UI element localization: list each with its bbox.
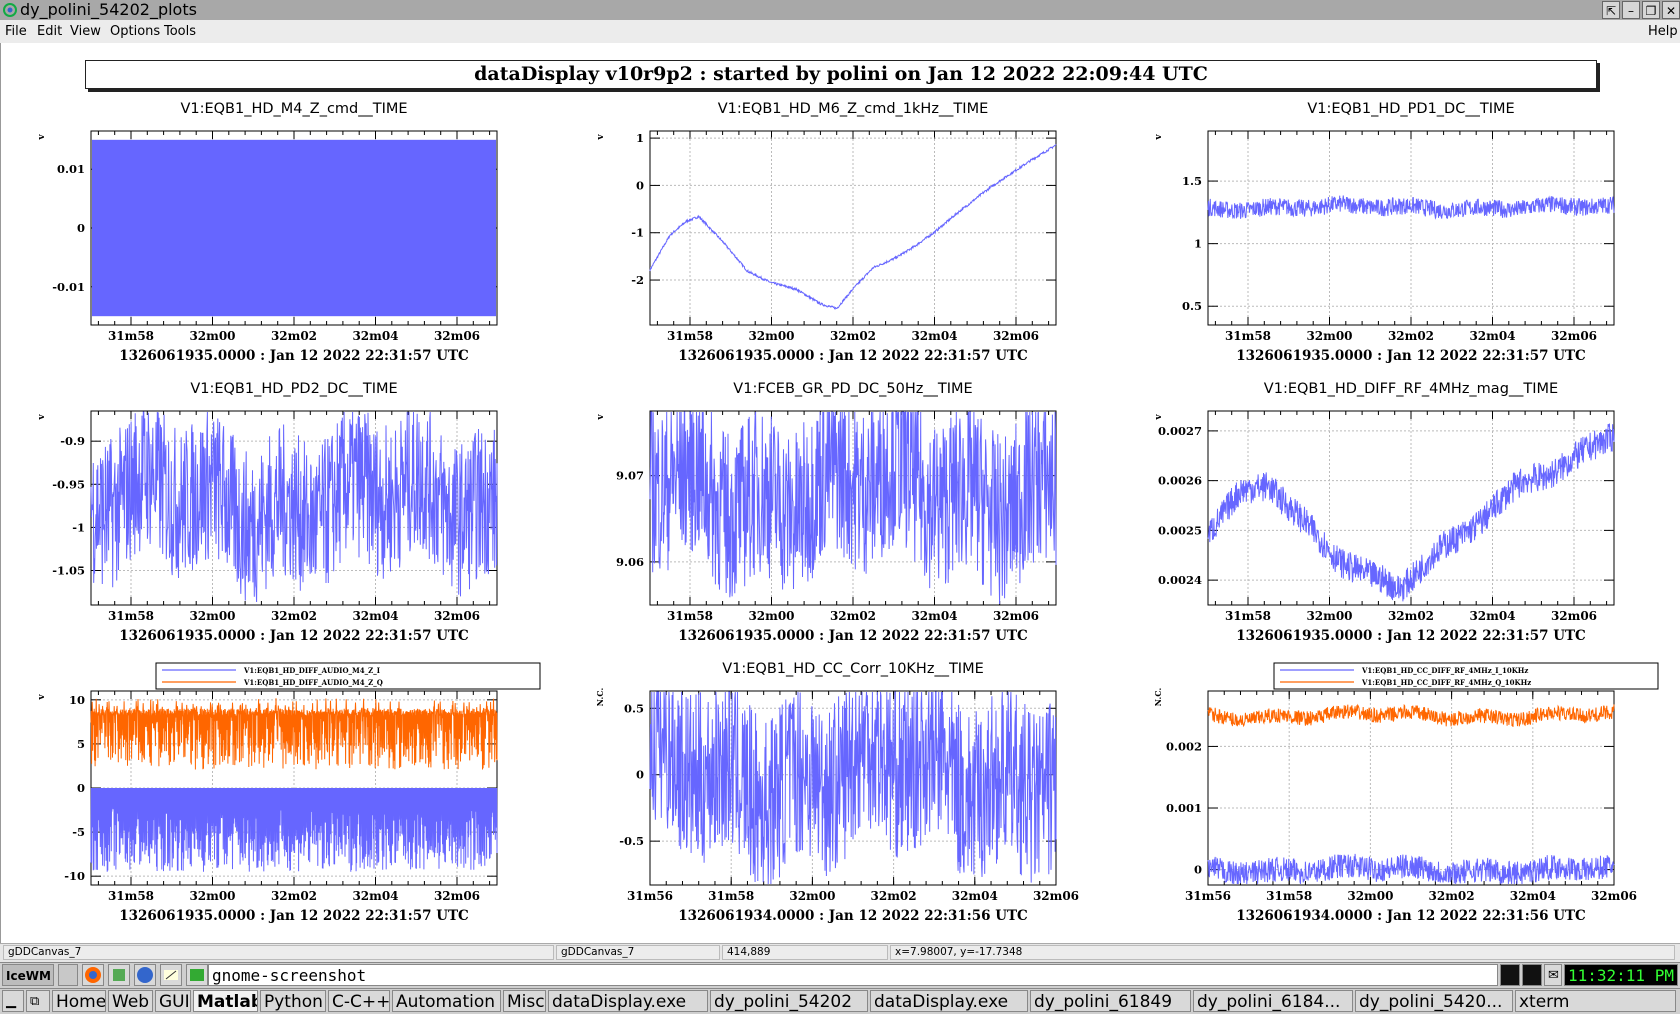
plot-title: V1:EQB1_HD_PD1_DC__TIME bbox=[1307, 101, 1515, 117]
pin-window-button[interactable]: ⇱ bbox=[1602, 1, 1620, 19]
menu-edit[interactable]: Edit bbox=[37, 24, 63, 39]
plot-title: V1:EQB1_HD_CC_Corr_10KHz__TIME bbox=[722, 661, 984, 677]
workspace-home[interactable]: Home bbox=[52, 990, 106, 1012]
menu-file[interactable]: File bbox=[5, 24, 27, 39]
workspace-misc[interactable]: Misc bbox=[503, 990, 546, 1012]
tools-icon[interactable] bbox=[108, 964, 130, 986]
plot-time-label: 1326061935.0000 : Jan 12 2022 22:31:57 U… bbox=[1236, 628, 1586, 644]
firefox-icon[interactable] bbox=[82, 964, 104, 986]
status-object-name: gDDCanvas_7 bbox=[3, 945, 554, 960]
workspace-gui[interactable]: GUI bbox=[155, 990, 191, 1012]
window-title: dy_polini_54202_plots bbox=[20, 0, 197, 19]
cpu-monitor-icon bbox=[1500, 964, 1520, 986]
separator-icon bbox=[58, 964, 78, 986]
task-button[interactable]: dy_polini_54202 bbox=[710, 990, 868, 1012]
plot-title: V1:FCEB_GR_PD_DC_50Hz__TIME bbox=[733, 381, 973, 397]
menubar: File Edit View Options Tools Help bbox=[0, 20, 1680, 44]
show-desktop-icon[interactable]: ▁ bbox=[2, 990, 24, 1012]
plot-time-label: 1326061935.0000 : Jan 12 2022 22:31:57 U… bbox=[678, 348, 1028, 364]
edit-icon[interactable] bbox=[160, 964, 182, 986]
close-button[interactable]: ✕ bbox=[1662, 1, 1680, 19]
browser-icon[interactable] bbox=[134, 964, 156, 986]
plot-title: V1:EQB1_HD_PD2_DC__TIME bbox=[190, 381, 398, 397]
plot-time-label: 1326061934.0000 : Jan 12 2022 22:31:56 U… bbox=[1236, 908, 1586, 924]
task-button[interactable]: xterm bbox=[1515, 990, 1676, 1012]
app-icon bbox=[3, 3, 17, 17]
plot-title: V1:EQB1_HD_M6_Z_cmd_1kHz__TIME bbox=[717, 101, 989, 117]
plot-title: V1:EQB1_HD_M4_Z_cmd__TIME bbox=[180, 101, 408, 117]
status-bar: gDDCanvas_7 gDDCanvas_7 414,889 x=7.9800… bbox=[0, 943, 1680, 962]
workspace-c-c-[interactable]: C-C++ bbox=[328, 990, 390, 1012]
task-button[interactable]: dy_polini_6184... bbox=[1193, 990, 1353, 1012]
minimize-button[interactable]: – bbox=[1622, 1, 1640, 19]
launcher-bar: IceWM gnome-screenshot ✉ 11:32:11 PM bbox=[0, 962, 1680, 989]
workspace-matlab[interactable]: Matlab bbox=[193, 990, 258, 1012]
maximize-button[interactable]: ❐ bbox=[1642, 1, 1660, 19]
menu-help[interactable]: Help bbox=[1648, 24, 1678, 39]
mail-icon[interactable]: ✉ bbox=[1544, 964, 1562, 986]
workspace-web[interactable]: Web bbox=[108, 990, 153, 1012]
taskbar: ▁ ⧉ Home Web GUI Matlab Python C-C++ Automatio… bbox=[0, 988, 1680, 1014]
workspace-python[interactable]: Python bbox=[260, 990, 326, 1012]
plot-time-label: 1326061934.0000 : Jan 12 2022 22:31:56 U… bbox=[678, 908, 1028, 924]
terminal-icon[interactable] bbox=[186, 964, 208, 986]
menu-tools[interactable]: Tools bbox=[164, 24, 197, 39]
banner-title: dataDisplay v10r9p2 : started by polini … bbox=[85, 60, 1597, 89]
plot-time-label: 1326061935.0000 : Jan 12 2022 22:31:57 U… bbox=[678, 628, 1028, 644]
workspace-automation[interactable]: Automation bbox=[392, 990, 501, 1012]
status-canvas-name: gDDCanvas_7 bbox=[556, 945, 720, 960]
task-button[interactable]: dy_polini_61849 bbox=[1030, 990, 1191, 1012]
window-titlebar[interactable]: dy_polini_54202_plots ⇱ – ❐ ✕ bbox=[0, 0, 1680, 21]
plot-time-label: 1326061935.0000 : Jan 12 2022 22:31:57 U… bbox=[1236, 348, 1586, 364]
plot-canvas[interactable] bbox=[0, 43, 1680, 943]
plot-title: V1:EQB1_HD_DIFF_RF_4MHz_mag__TIME bbox=[1263, 381, 1559, 397]
task-button[interactable]: dataDisplay.exe bbox=[870, 990, 1028, 1012]
net-monitor-icon bbox=[1522, 964, 1542, 986]
plot-time-label: 1326061935.0000 : Jan 12 2022 22:31:57 U… bbox=[119, 908, 469, 924]
plot-time-label: 1326061935.0000 : Jan 12 2022 22:31:57 U… bbox=[119, 628, 469, 644]
menu-view[interactable]: View bbox=[70, 24, 101, 39]
window-list-icon[interactable]: ⧉ bbox=[26, 990, 50, 1012]
menu-options[interactable]: Options bbox=[110, 24, 161, 39]
task-button[interactable]: dataDisplay.exe bbox=[548, 990, 708, 1012]
task-button[interactable]: dy_polini_5420... bbox=[1355, 990, 1513, 1012]
status-pixel-position: 414,889 bbox=[722, 945, 888, 960]
plot-time-label: 1326061935.0000 : Jan 12 2022 22:31:57 U… bbox=[119, 348, 469, 364]
command-input[interactable]: gnome-screenshot bbox=[208, 964, 1498, 986]
icewm-start-button[interactable]: IceWM bbox=[2, 964, 54, 986]
clock[interactable]: 11:32:11 PM bbox=[1564, 964, 1678, 986]
status-coordinates: x=7.98007, y=-17.7348 bbox=[890, 945, 1675, 960]
